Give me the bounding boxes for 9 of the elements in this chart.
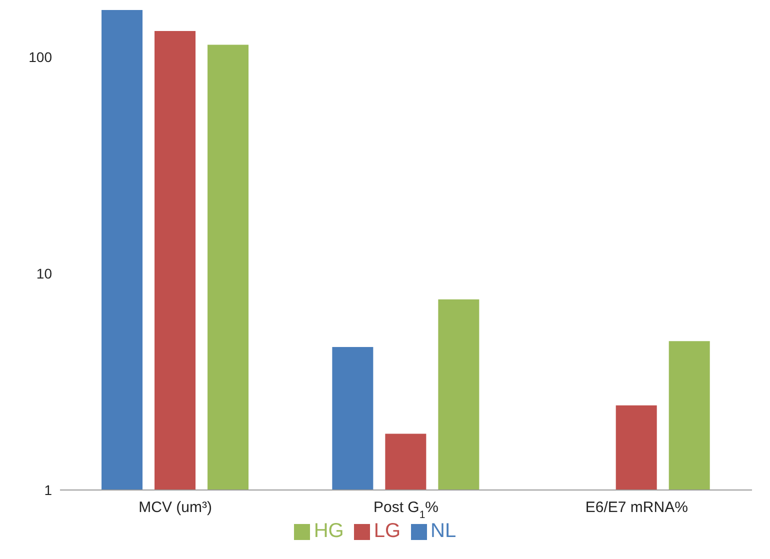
x-tick-label: E6/E7 mRNA% xyxy=(585,499,688,516)
y-tick-label: 1 xyxy=(44,482,52,498)
y-tick-label: 100 xyxy=(28,49,52,66)
legend-label: LG xyxy=(374,520,401,542)
x-tick-label: Post G$_{1}$% xyxy=(373,499,439,521)
legend-label: HG xyxy=(314,520,344,542)
y-tick-label: 10 xyxy=(36,266,52,282)
legend-label: NL xyxy=(430,520,456,542)
x-tick-label: MCV (um³) xyxy=(138,499,212,516)
